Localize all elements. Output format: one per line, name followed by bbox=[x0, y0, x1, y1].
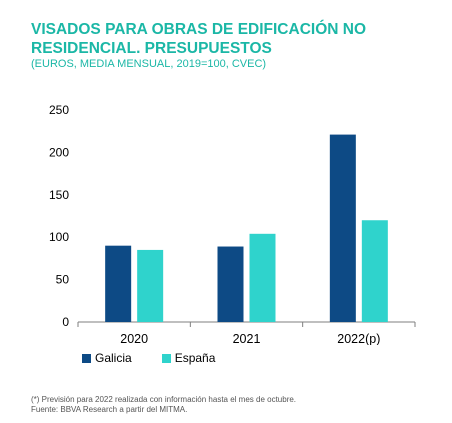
footnote-forecast: (*) Previsión para 2022 realizada con in… bbox=[31, 395, 297, 404]
bar-galicia-2021 bbox=[217, 246, 244, 322]
bar-espana-2020 bbox=[137, 249, 164, 322]
chart-legend: Galicia España bbox=[82, 351, 245, 365]
chart-subtitle: (EUROS, MEDIA MENSUAL, 2019=100, CVEC) bbox=[31, 58, 267, 70]
x-tick-label: 2021 bbox=[233, 332, 261, 345]
legend-label-espana: España bbox=[174, 351, 216, 365]
legend-swatch-galicia bbox=[82, 353, 91, 363]
y-tick-label: 250 bbox=[49, 103, 69, 117]
x-tick-label: 2020 bbox=[120, 332, 148, 345]
bar-galicia-2022p bbox=[329, 134, 356, 322]
x-tick-label: 2022(p) bbox=[337, 332, 380, 345]
y-tick-label: 150 bbox=[49, 188, 69, 202]
legend-label-galicia: Galicia bbox=[95, 351, 132, 365]
y-tick-label: 50 bbox=[56, 273, 70, 287]
legend-item-galicia: Galicia bbox=[82, 351, 132, 365]
y-tick-label: 100 bbox=[49, 230, 69, 244]
footnote-source: Fuente: BBVA Research a partir del MITMA… bbox=[31, 404, 188, 414]
y-tick-label: 200 bbox=[49, 145, 69, 159]
bar-espana-2022p bbox=[361, 220, 388, 322]
legend-item-espana: España bbox=[161, 351, 216, 365]
chart-title: VISADOS PARA OBRAS DE EDIFICACIÓN NO RES… bbox=[31, 21, 366, 57]
bar-chart: 0 50 100 150 200 250 2020 2021 2022(p) bbox=[49, 103, 416, 345]
bar-espana-2021 bbox=[249, 233, 276, 322]
legend-swatch-espana bbox=[161, 353, 171, 363]
bar-galicia-2020 bbox=[105, 245, 132, 322]
footnote: (*) Previsión para 2022 realizada con in… bbox=[31, 395, 296, 414]
y-tick-label: 0 bbox=[62, 315, 69, 329]
